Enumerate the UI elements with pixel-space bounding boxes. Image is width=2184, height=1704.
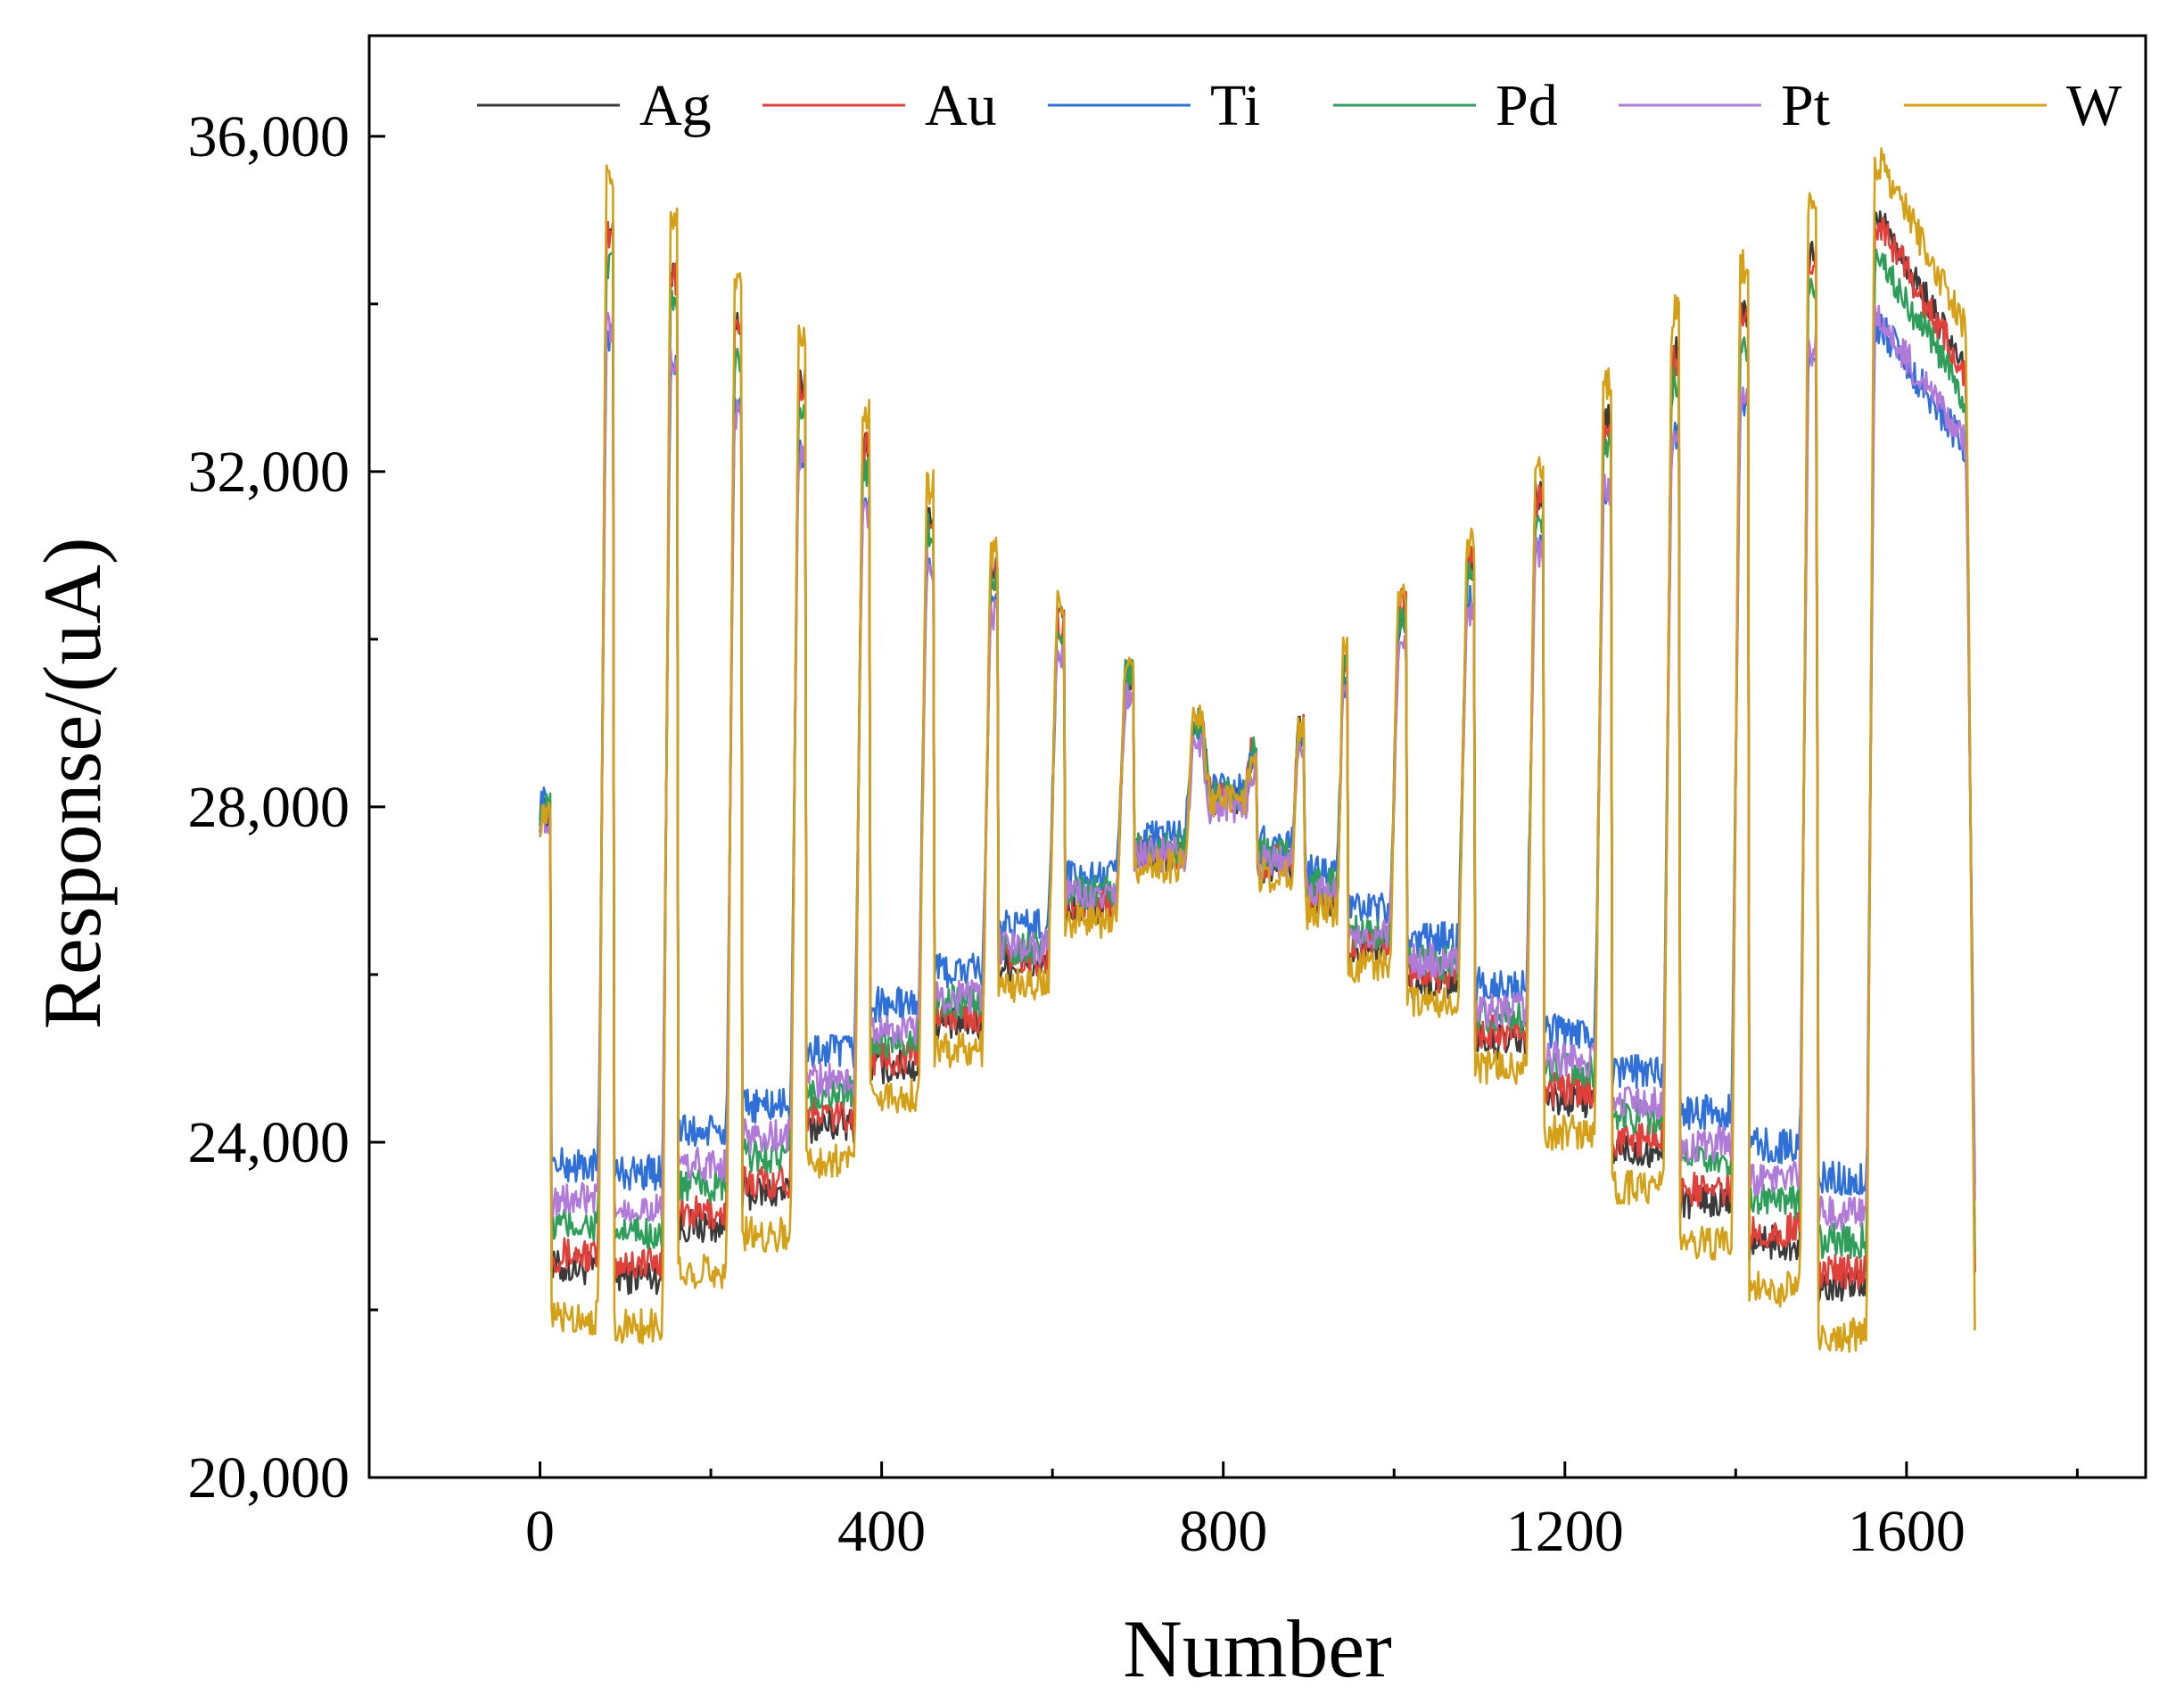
y-tick-label: 24,000 [188,1110,350,1175]
legend-label-au: Au [925,73,997,138]
x-tick-label: 400 [837,1499,926,1564]
ticks-layer: 0 400 800 1200 1600 20,000 24,000 28,000 32,000 3… [188,104,2079,1564]
y-tick-label: 36,000 [188,104,350,169]
legend-label-ti: Ti [1210,73,1260,138]
legend-label-pt: Pt [1781,73,1830,138]
legend-label-pd: Pd [1496,73,1558,138]
series-line-w [539,147,1976,1354]
y-tick-label: 28,000 [188,775,350,840]
x-tick-label: 1600 [1848,1499,1966,1564]
plot-frame [367,34,2147,1479]
series-layer [539,147,1976,1354]
y-tick-label: 32,000 [188,440,350,505]
legend: Ag Au Ti Pd Pt W [477,73,2122,138]
y-axis-title: Response/(uA) [27,538,118,1030]
x-axis-title: Number [1123,1603,1391,1694]
y-tick-label: 20,000 [188,1445,350,1511]
x-tick-label: 1200 [1506,1499,1624,1564]
legend-label-ag: Ag [639,73,712,138]
legend-label-w: W [2066,73,2122,138]
x-tick-label: 800 [1179,1499,1267,1564]
x-tick-label: 0 [525,1499,555,1564]
